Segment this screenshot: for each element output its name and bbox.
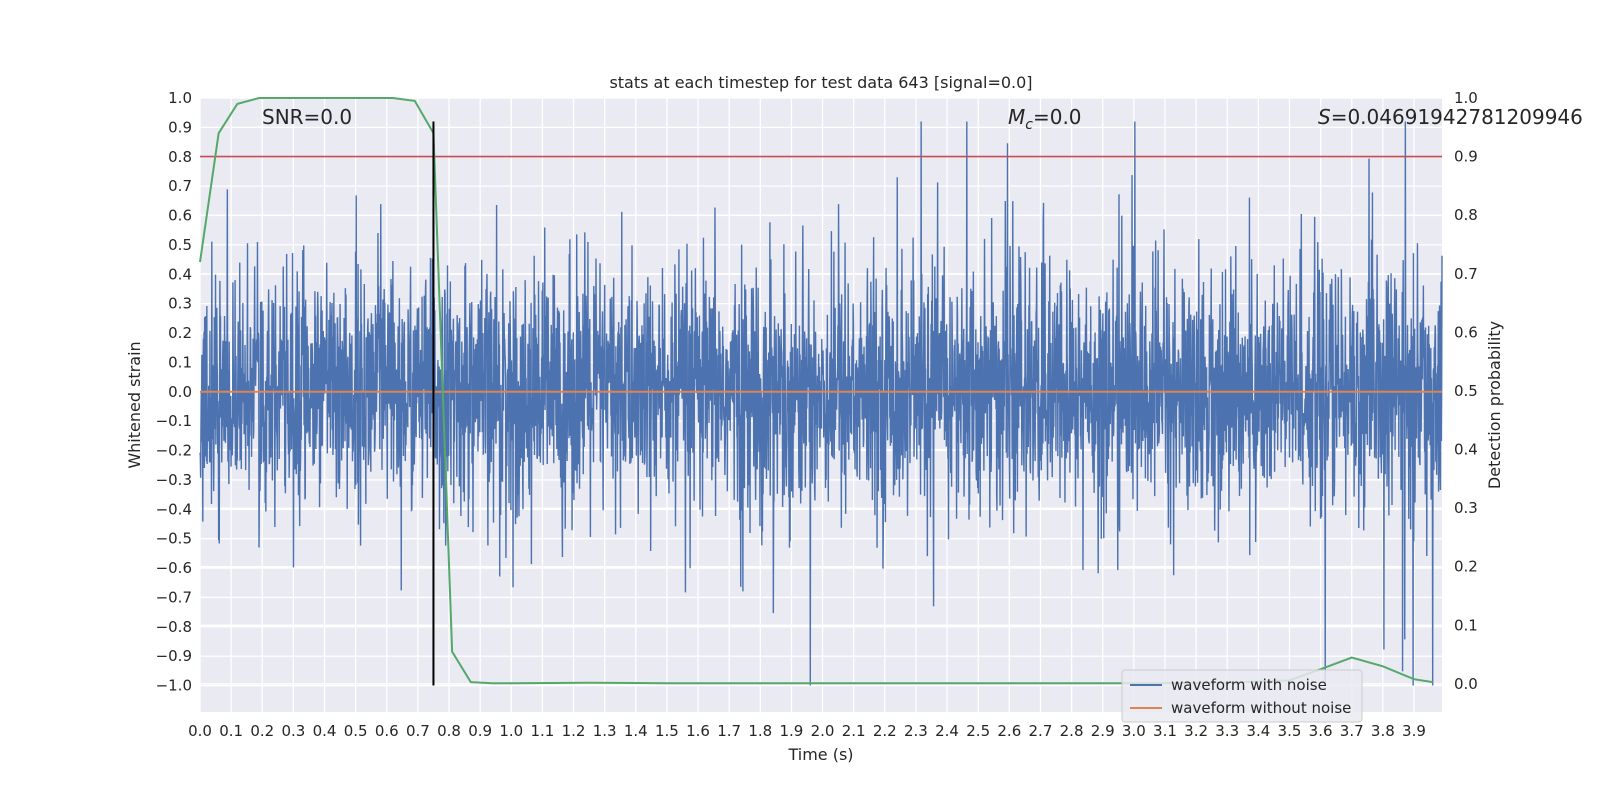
y-tick-label: −0.4	[156, 500, 192, 518]
y-tick-label: −0.8	[156, 618, 192, 636]
y-axis-label: Whitened strain	[125, 341, 144, 468]
x-tick-label: 1.8	[748, 722, 772, 740]
y2-axis-label: Detection probability	[1485, 321, 1504, 489]
y-tick-label: −0.6	[156, 559, 192, 577]
chart-title: stats at each timestep for test data 643…	[609, 73, 1032, 92]
y-tick-label: 0.5	[168, 236, 192, 254]
x-tick-label: 3.1	[1153, 722, 1177, 740]
x-axis-label: Time (s)	[787, 745, 853, 764]
x-tick-label: 3.7	[1340, 722, 1364, 740]
y-tick-label: 1.0	[168, 89, 192, 107]
x-tick-label: 2.6	[997, 722, 1021, 740]
x-tick-label: 1.9	[779, 722, 803, 740]
x-tick-label: 0.8	[437, 722, 461, 740]
y-tick-label: −0.2	[156, 442, 192, 460]
x-tick-label: 2.7	[1029, 722, 1053, 740]
x-tick-label: 2.3	[904, 722, 928, 740]
x-tick-label: 1.0	[499, 722, 523, 740]
y-tick-label: −0.9	[156, 647, 192, 665]
x-tick-label: 0.1	[219, 722, 243, 740]
x-tick-label: 3.0	[1122, 722, 1146, 740]
y-tick-label: −1.0	[156, 677, 192, 695]
y-tick-label: 0.2	[168, 324, 192, 342]
y-tick-label: 0.1	[168, 353, 192, 371]
x-tick-label: 0.7	[406, 722, 430, 740]
x-tick-label: 3.9	[1402, 722, 1426, 740]
y-tick-label: 0.6	[168, 207, 192, 225]
y2-tick-label: 0.9	[1454, 148, 1478, 166]
waveform-with-noise-line	[199, 121, 1443, 686]
legend-box	[1121, 669, 1363, 723]
legend-entry-label: waveform without noise	[1171, 699, 1351, 717]
x-tick-label: 1.7	[717, 722, 741, 740]
y2-tick-label: 0.3	[1454, 499, 1478, 517]
y-tick-label: 0.7	[168, 177, 192, 195]
x-tick-label: 2.5	[966, 722, 990, 740]
x-tick-label: 1.4	[624, 722, 648, 740]
x-tick-label: 0.4	[313, 722, 337, 740]
y-tick-label: 0.0	[168, 383, 192, 401]
y2-tick-label: 0.4	[1454, 441, 1478, 459]
y2-tick-label: 0.8	[1454, 206, 1478, 224]
x-tick-label: 2.4	[935, 722, 959, 740]
y-tick-label: 0.8	[168, 148, 192, 166]
legend: waveform with noise waveform without nois…	[1121, 669, 1363, 723]
x-tick-label: 1.1	[530, 722, 554, 740]
x-tick-label: 0.2	[250, 722, 274, 740]
x-tick-label: 1.5	[655, 722, 679, 740]
y-tick-label: −0.3	[156, 471, 192, 489]
y-tick-label: 0.9	[168, 118, 192, 136]
y-tick-label: 0.3	[168, 295, 192, 313]
legend-entry-label: waveform with noise	[1171, 676, 1327, 694]
x-tick-label: 2.1	[842, 722, 866, 740]
x-tick-label: 2.2	[873, 722, 897, 740]
y2-tick-label: 0.7	[1454, 265, 1478, 283]
x-tick-label: 3.3	[1215, 722, 1239, 740]
x-tick-label: 3.2	[1184, 722, 1208, 740]
y2-tick-label: 1.0	[1454, 89, 1478, 107]
mc-annotation: Mc=0.0	[1008, 105, 1082, 133]
y-tick-label: −0.5	[156, 530, 192, 548]
y-tick-label: 0.4	[168, 265, 192, 283]
y2-tick-label: 0.2	[1454, 558, 1478, 576]
x-tick-label: 3.8	[1371, 722, 1395, 740]
x-tick-label: 3.4	[1246, 722, 1270, 740]
x-tick-label: 0.0	[188, 722, 212, 740]
x-tick-label: 1.3	[593, 722, 617, 740]
s-annotation: S=0.04691942781209946	[1318, 105, 1583, 129]
y2-tick-label: 0.0	[1454, 675, 1478, 693]
x-tick-label: 2.9	[1091, 722, 1115, 740]
y2-tick-label: 0.1	[1454, 616, 1478, 634]
x-tick-label: 0.6	[375, 722, 399, 740]
snr-annotation: SNR=0.0	[262, 105, 352, 129]
x-tick-label: 3.5	[1278, 722, 1302, 740]
x-tick-label: 2.8	[1060, 722, 1084, 740]
x-tick-label: 1.6	[686, 722, 710, 740]
x-tick-label: 1.2	[562, 722, 586, 740]
y-tick-label: −0.1	[156, 412, 192, 430]
x-tick-label: 0.5	[344, 722, 368, 740]
y2-tick-label: 0.5	[1454, 382, 1478, 400]
x-tick-label: 2.0	[811, 722, 835, 740]
y2-tick-label: 0.6	[1454, 323, 1478, 341]
x-tick-label: 0.9	[468, 722, 492, 740]
y-tick-label: −0.7	[156, 588, 192, 606]
x-tick-label: 3.6	[1309, 722, 1333, 740]
x-tick-label: 0.3	[281, 722, 305, 740]
